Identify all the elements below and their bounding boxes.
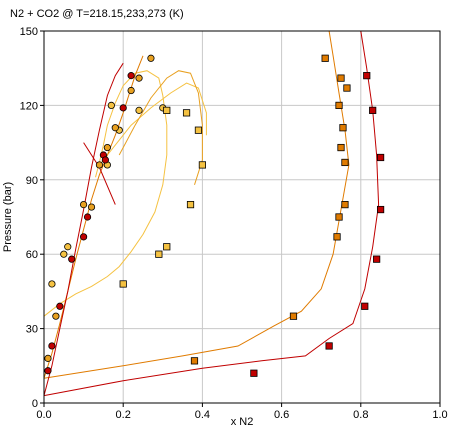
data-point-circle (56, 302, 64, 310)
y-tick-label: 120 (20, 100, 38, 112)
x-tick-label: 0.8 (353, 409, 368, 421)
y-tick-label: 30 (26, 324, 38, 336)
data-point-square (339, 124, 347, 132)
x-tick-label: 0.4 (195, 409, 210, 421)
plot-frame (43, 30, 441, 404)
data-point-circle (48, 342, 56, 350)
data-point-square (343, 84, 351, 92)
data-point-square (186, 200, 195, 209)
data-point-square (337, 74, 345, 82)
series-line (43, 30, 380, 397)
data-point-square (190, 357, 199, 365)
data-point-circle (44, 354, 52, 362)
data-point-circle (80, 201, 88, 209)
data-point-square (155, 250, 163, 258)
data-point-circle (103, 143, 111, 152)
data-point-circle (68, 255, 76, 263)
data-point-circle (83, 213, 92, 221)
data-point-square (369, 106, 377, 114)
data-point-circle (60, 250, 68, 258)
data-point-circle (64, 243, 72, 251)
x-tick-label: 0.2 (116, 409, 131, 421)
data-point-square (337, 143, 345, 152)
data-point-circle (101, 156, 109, 164)
x-tick-label: 0.0 (36, 409, 51, 421)
data-point-circle (87, 203, 96, 211)
data-point-circle (135, 106, 143, 114)
data-point-square (321, 54, 329, 62)
data-point-circle (111, 124, 119, 132)
x-axis-label: x N2 (231, 416, 254, 428)
series-line (118, 70, 203, 185)
x-ticks: 0.0 0.2 0.4 0.6 0.8 1.0 (36, 403, 448, 421)
data-point-square (163, 243, 171, 251)
data-point-square (182, 109, 191, 117)
data-point-circle (80, 233, 88, 241)
data-point-square (363, 72, 371, 80)
x-tick-label: 1.0 (432, 409, 447, 421)
data-point-square (333, 233, 341, 241)
y-axis-label: Pressure (bar) (2, 182, 14, 252)
series-line (43, 55, 144, 379)
data-point-circle (95, 161, 104, 169)
data-point-square (335, 101, 343, 109)
data-point-square (341, 200, 349, 209)
data-point-circle (44, 367, 52, 375)
data-point-circle (119, 104, 127, 112)
data-point-square (163, 106, 171, 114)
data-point-circle (135, 74, 143, 82)
data-point-square (376, 153, 385, 162)
data-point-square (289, 312, 298, 320)
series-layer (43, 30, 385, 397)
y-tick-label: 0 (32, 398, 38, 410)
chart-title: N2 + CO2 @ T=218.15,233,273 (K) (10, 8, 184, 20)
series-line (43, 70, 168, 317)
y-ticks: 0 30 60 90 120 150 (20, 26, 44, 410)
data-point-square (194, 126, 203, 134)
series-line (43, 30, 350, 379)
data-point-square (119, 280, 127, 288)
data-point-square (361, 302, 369, 310)
data-point-circle (48, 280, 56, 288)
data-point-circle (107, 101, 115, 110)
y-tick-label: 60 (26, 249, 38, 261)
data-point-circle (127, 72, 135, 80)
data-point-square (376, 205, 385, 214)
data-point-square (325, 342, 333, 350)
data-point-square (335, 213, 343, 221)
data-point-square (341, 158, 349, 167)
data-point-square (198, 161, 206, 169)
series-line (43, 62, 124, 396)
series-line (99, 82, 207, 166)
data-point-circle (127, 86, 135, 95)
x-tick-label: 0.6 (274, 409, 289, 421)
data-point-square (250, 369, 258, 377)
y-tick-label: 90 (26, 175, 38, 187)
data-point-circle (52, 312, 60, 320)
y-tick-label: 150 (20, 26, 38, 38)
data-point-circle (147, 54, 155, 62)
data-point-square (373, 255, 381, 263)
